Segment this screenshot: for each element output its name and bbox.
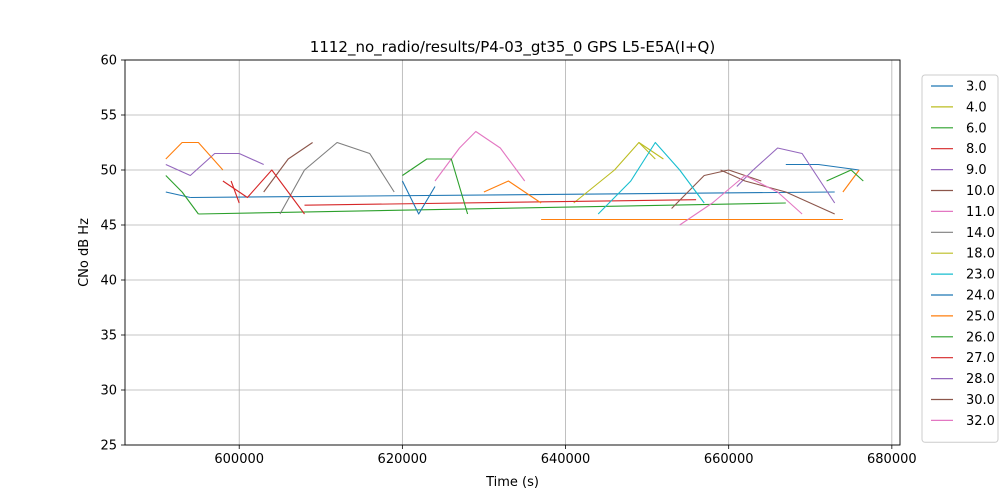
y-tick-label: 30: [100, 384, 117, 399]
legend-item: 25.0: [931, 309, 995, 324]
legend-label: 25.0: [966, 309, 995, 324]
legend-item: 27.0: [931, 351, 995, 366]
y-tick-label: 60: [100, 54, 117, 69]
series-line: [736, 147, 836, 204]
legend-label: 11.0: [966, 205, 995, 220]
legend-item: 26.0: [931, 330, 995, 345]
series-8.0: [230, 180, 697, 206]
legend-item: 4.0: [931, 100, 987, 115]
series-23.0: [597, 141, 705, 215]
x-tick-label: 640000: [541, 452, 591, 467]
legend-label: 32.0: [966, 414, 995, 429]
series-line: [230, 180, 240, 204]
legend-item: 11.0: [931, 205, 995, 220]
plot-area: [125, 60, 900, 445]
series-6.0: [165, 175, 786, 215]
legend-label: 26.0: [966, 330, 995, 345]
legend: 3.0 4.0 6.0 8.0 9.0 10.0 11.0 14.0 18.0 23.0 24.0 2…: [921, 74, 999, 443]
series-32.0: [679, 174, 803, 226]
legend-label: 14.0: [966, 226, 995, 241]
legend-label: 27.0: [966, 351, 995, 366]
y-axis-ticks: 25 30 35 40 45 50 55 60: [100, 54, 125, 454]
series-line: [165, 191, 191, 199]
chart-title: 1112_no_radio/results/P4-03_gt35_0 GPS L…: [310, 38, 715, 57]
legend-item: 18.0: [931, 247, 995, 262]
series-line: [222, 169, 305, 215]
legend-frame: [921, 74, 999, 443]
y-tick-label: 35: [100, 329, 117, 344]
y-tick-label: 45: [100, 219, 117, 234]
series-line: [190, 191, 835, 199]
series-28.0: [736, 147, 836, 204]
y-tick-label: 25: [100, 439, 117, 454]
legend-label: 30.0: [966, 393, 995, 408]
series-line: [304, 199, 697, 206]
legend-item: 30.0: [931, 393, 995, 408]
series-25.0: [165, 141, 860, 221]
legend-label: 8.0: [966, 142, 987, 157]
legend-label: 28.0: [966, 372, 995, 387]
series-line: [165, 175, 199, 215]
x-tick-label: 620000: [378, 452, 428, 467]
series-line: [679, 174, 803, 226]
series-line: [826, 169, 864, 182]
legend-item: 8.0: [931, 142, 987, 157]
y-tick-label: 50: [100, 164, 117, 179]
legend-item: 14.0: [931, 226, 995, 241]
series-18.0: [638, 142, 656, 160]
legend-item: 10.0: [931, 184, 995, 199]
series-group: [165, 130, 864, 226]
legend-item: 6.0: [931, 121, 987, 136]
legend-label: 18.0: [966, 247, 995, 262]
legend-label: 10.0: [966, 184, 995, 199]
series-line: [401, 180, 436, 215]
x-axis-label: Time (s): [485, 475, 539, 490]
legend-label: 9.0: [966, 163, 987, 178]
series-line: [597, 141, 705, 215]
series-line: [785, 163, 860, 171]
series-24.0: [401, 163, 860, 215]
series-line: [263, 142, 313, 193]
legend-item: 32.0: [931, 414, 995, 429]
legend-label: 6.0: [966, 121, 987, 136]
series-30.0: [720, 169, 835, 215]
series-line: [165, 141, 224, 171]
series-3.0: [165, 191, 835, 199]
series-4.0: [573, 141, 664, 204]
series-line: [165, 152, 264, 177]
series-line: [720, 169, 835, 215]
series-line: [842, 169, 860, 193]
series-line: [638, 142, 656, 160]
plot-frame: [124, 59, 901, 446]
series-26.0: [402, 158, 864, 215]
x-axis-ticks: 600000 620000 640000 660000 680000: [214, 445, 917, 467]
series-14.0: [279, 141, 395, 215]
legend-label: 24.0: [966, 289, 995, 304]
x-tick-label: 660000: [704, 452, 754, 467]
series-line: [483, 180, 542, 204]
legend-label: 23.0: [966, 268, 995, 283]
x-tick-label: 600000: [214, 452, 264, 467]
legend-item: 9.0: [931, 163, 987, 178]
x-tick-label: 680000: [867, 452, 917, 467]
legend-label: 3.0: [966, 80, 987, 95]
legend-item: 3.0: [931, 80, 987, 95]
y-tick-label: 40: [100, 274, 117, 289]
legend-item: 28.0: [931, 372, 995, 387]
legend-item: 23.0: [931, 268, 995, 283]
series-line: [198, 202, 786, 215]
legend-label: 4.0: [966, 100, 987, 115]
series-line: [402, 158, 469, 215]
series-line: [279, 141, 395, 215]
y-tick-label: 55: [100, 109, 117, 124]
series-9.0: [165, 152, 264, 177]
y-axis-label: CNo dB Hz: [77, 218, 92, 287]
series-27.0: [222, 169, 305, 215]
series-line: [573, 141, 664, 204]
legend-item: 24.0: [931, 289, 995, 304]
